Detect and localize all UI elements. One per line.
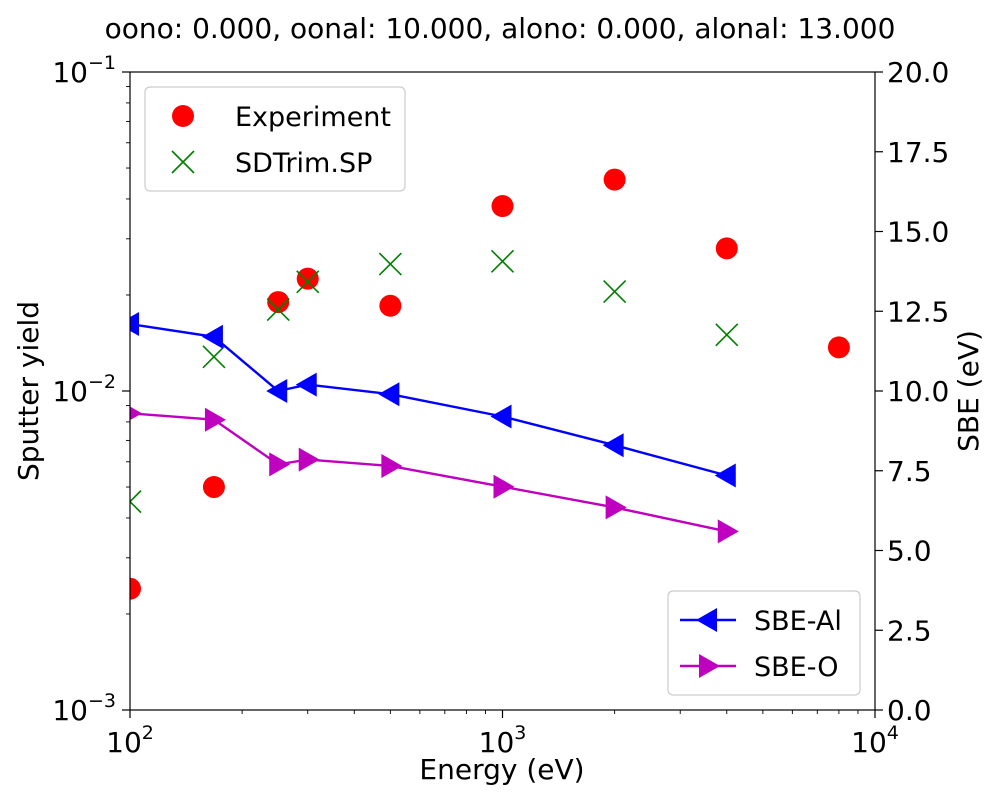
data-point	[603, 168, 626, 191]
legend-marker	[696, 608, 717, 632]
y-tick-label: 10−3	[52, 690, 116, 727]
data-point	[269, 452, 291, 477]
data-point	[201, 324, 223, 349]
series-sbe-o	[130, 406, 739, 544]
series-layer	[130, 168, 850, 600]
x-tick-base: 10	[851, 726, 887, 759]
legends: Experiment SDTrim.SP SBE-Al SBE-O	[144, 86, 861, 696]
y2-tick-label: 10.0	[887, 375, 949, 408]
y-tick-base: 10	[52, 56, 88, 89]
y-tick-exp: −1	[88, 52, 116, 74]
data-point	[296, 267, 319, 290]
x-axis-label: Energy (eV)	[419, 753, 584, 786]
data-point	[714, 463, 736, 488]
y-tick-label: 10−1	[52, 52, 116, 89]
data-point	[296, 270, 320, 294]
data-point	[202, 476, 225, 499]
data-point	[130, 490, 142, 514]
data-point	[717, 519, 739, 544]
plot-area	[130, 168, 850, 600]
data-point	[603, 279, 627, 304]
data-point	[378, 382, 400, 407]
data-point	[298, 447, 320, 472]
x-tick-label: 104	[851, 722, 899, 759]
x-tick-exp: 2	[142, 722, 154, 744]
data-point	[202, 345, 226, 369]
data-point	[204, 407, 226, 432]
series-line	[130, 322, 728, 477]
y-tick-exp: −2	[88, 371, 116, 393]
x-tick-exp: 4	[887, 722, 899, 744]
data-point	[130, 577, 141, 600]
legend-bottom-right: SBE-Al SBE-O	[667, 590, 861, 696]
x-tick-base: 10	[106, 726, 142, 759]
y-tick-exp: −3	[88, 690, 116, 712]
data-point	[715, 323, 739, 347]
data-point	[490, 249, 515, 273]
y2-tick-label: 7.5	[887, 455, 932, 488]
data-point	[381, 453, 403, 478]
data-point	[605, 495, 627, 520]
chart-title: oono: 0.000, oonal: 10.000, alono: 0.000…	[105, 12, 896, 45]
x-tick-exp: 3	[514, 722, 526, 744]
legend-marker	[171, 150, 195, 174]
data-point	[491, 195, 514, 218]
data-point	[827, 336, 850, 359]
series-sdtrim-sp	[130, 249, 739, 514]
series-sbe-al	[130, 312, 736, 488]
y2-axis-label: SBE (eV)	[952, 330, 985, 452]
y2-tick-label: 0.0	[887, 694, 932, 727]
legend-top-left: Experiment SDTrim.SP	[144, 86, 406, 192]
series-line	[130, 412, 728, 533]
data-point	[267, 291, 290, 314]
legend-label: Experiment	[235, 102, 391, 133]
data-point	[266, 298, 290, 322]
y2-tick-label: 12.5	[887, 295, 949, 328]
legend-marker	[172, 105, 194, 127]
data-point	[602, 433, 624, 458]
series-experiment	[130, 168, 850, 600]
legend-label: SDTrim.SP	[235, 148, 372, 179]
data-point	[130, 312, 139, 337]
y-tick-label: 10−2	[52, 371, 116, 408]
data-point	[493, 474, 515, 499]
x-tick-base: 10	[479, 726, 515, 759]
y2-tick-label: 2.5	[887, 614, 932, 647]
y2-tick-label: 5.0	[887, 535, 932, 568]
legend-box	[144, 86, 406, 192]
data-point	[715, 237, 738, 260]
data-point	[378, 252, 402, 276]
y-tick-base: 10	[52, 375, 88, 408]
legend-marker	[699, 654, 720, 678]
y2-tick-label: 15.0	[887, 216, 949, 249]
data-point	[295, 372, 317, 397]
y2-tick-label: 17.5	[887, 136, 949, 169]
legend-label: SBE-O	[754, 652, 838, 683]
x-tick-label: 103	[479, 722, 527, 759]
axes: 102 103 10410−310−210−10.02.55.07.510.012.…	[52, 52, 949, 759]
y2-tick-label: 20.0	[887, 56, 949, 89]
y-axis-label: Sputter yield	[12, 301, 45, 481]
legend-label: SBE-Al	[754, 606, 842, 637]
data-point	[266, 379, 288, 403]
y-tick-base: 10	[52, 694, 88, 727]
x-tick-label: 102	[106, 722, 154, 759]
data-point	[490, 404, 512, 429]
data-point	[130, 406, 142, 421]
data-point	[379, 294, 402, 317]
